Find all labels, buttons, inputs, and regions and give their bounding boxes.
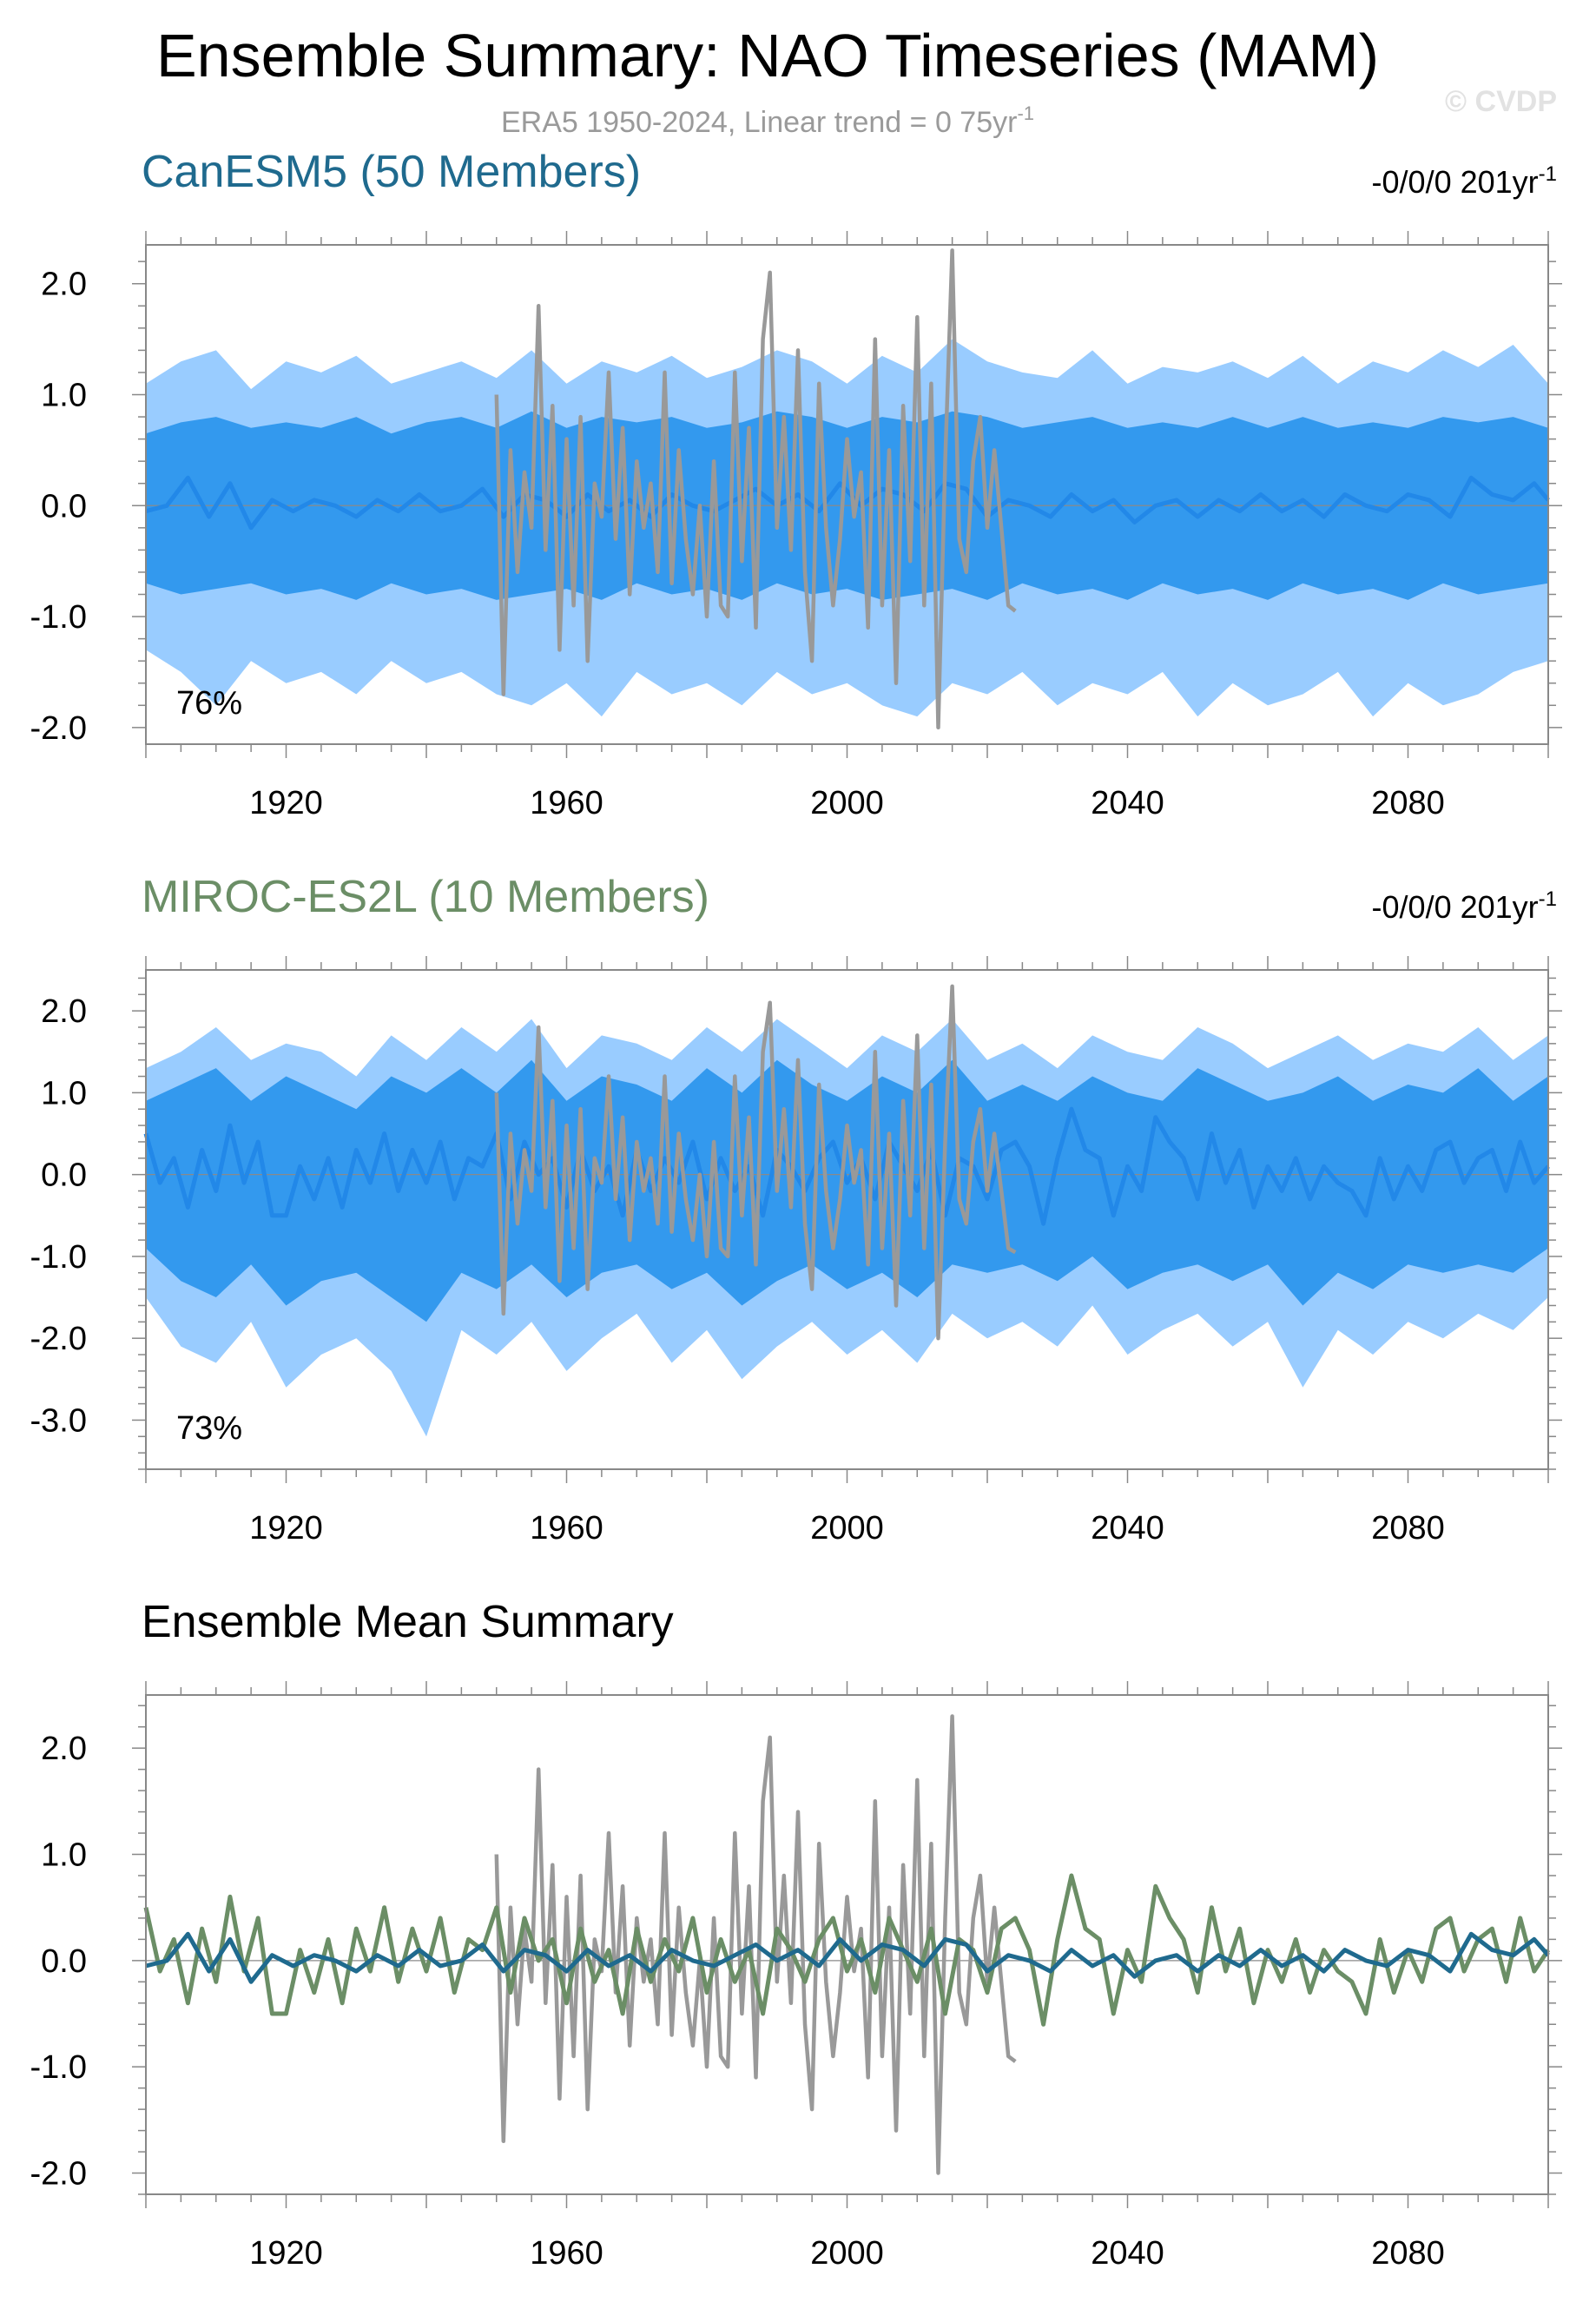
trend-label: -0/0/0 201yr-1	[1372, 887, 1557, 925]
panel-title: Ensemble Mean Summary	[142, 1597, 674, 1647]
series-line-ensemble-mean	[143, 1106, 1550, 1226]
series-line-miroc-es2l	[143, 1873, 1551, 2027]
y-tick-label: -1.0	[30, 599, 87, 636]
y-tick-label: 2.0	[41, 267, 87, 303]
x-tick-label: 1960	[530, 1510, 603, 1547]
figure-title: Ensemble Summary: NAO Timeseries (MAM)	[156, 22, 1379, 89]
panel-title: CanESM5 (50 Members)	[142, 147, 641, 197]
panel-miroc: MIROC-ES2L (10 Members) -0/0/0 201yr-1 1…	[30, 872, 1562, 1547]
watermark: © CVDP	[1445, 85, 1557, 118]
panel-canesm5: CanESM5 (50 Members) -0/0/0 201yr-1 1920…	[30, 147, 1562, 821]
x-tick-label: 1960	[530, 2235, 603, 2272]
percent-label: 73%	[176, 1410, 242, 1447]
y-tick-label: 1.0	[41, 1075, 87, 1111]
x-tick-label: 2000	[810, 2235, 884, 2272]
y-tick-label: -1.0	[30, 2049, 87, 2086]
x-tick-label: 1920	[249, 785, 323, 821]
series-line-era5	[494, 248, 1017, 730]
x-tick-label: 2080	[1371, 785, 1445, 821]
percent-label: 76%	[176, 685, 242, 722]
series-line-era5	[494, 984, 1017, 1341]
trend-label-main: -0/0/0 201yr	[1372, 164, 1539, 200]
y-tick-label: 0.0	[41, 1943, 87, 1980]
y-tick-label: -1.0	[30, 1239, 87, 1276]
x-tick-label: 1920	[249, 1510, 323, 1547]
panel-title: MIROC-ES2L (10 Members)	[142, 872, 709, 922]
trend-label-sup: -1	[1539, 162, 1557, 186]
x-tick-label: 2040	[1091, 1510, 1164, 1547]
y-tick-label: 2.0	[41, 993, 87, 1030]
plot-area: 1920 1960 2000 2040 2080 2.0 1.0 0.0 -1.0 -2.0	[30, 1681, 1562, 2272]
trend-label-sup: -1	[1539, 887, 1557, 911]
y-tick-label: 2.0	[41, 1731, 87, 1767]
plot-area: 1920 1960 2000 2040 2080 2.0 1.0 0.0 -1.0 -2.0 -3.…	[30, 956, 1562, 1547]
y-tick-label: 0.0	[41, 488, 87, 524]
y-tick-label: 0.0	[41, 1158, 87, 1194]
y-tick-label: -2.0	[30, 2156, 87, 2193]
trend-label-main: -0/0/0 201yr	[1372, 889, 1539, 925]
x-tick-label: 2080	[1371, 2235, 1445, 2272]
panel-ensemble-mean: Ensemble Mean Summary 1920 1960 2000 2040 20…	[30, 1597, 1562, 2272]
x-tick-label: 1960	[530, 785, 603, 821]
figure-subtitle: ERA5 1950-2024, Linear trend = 0 75yr-1	[501, 102, 1034, 139]
x-tick-label: 2080	[1371, 1510, 1445, 1547]
y-tick-label: -2.0	[30, 1321, 87, 1357]
y-tick-label: -3.0	[30, 1402, 87, 1439]
y-tick-label: -2.0	[30, 710, 87, 747]
y-tick-label: 1.0	[41, 1837, 87, 1874]
x-tick-label: 2040	[1091, 785, 1164, 821]
plot-area: 1920 1960 2000 2040 2080 2.0 1.0 0.0 -1.0 -2.0	[30, 231, 1562, 821]
x-tick-label: 2000	[810, 785, 884, 821]
x-tick-label: 2000	[810, 1510, 884, 1547]
x-tick-label: 2040	[1091, 2235, 1164, 2272]
series-line-canesm5	[145, 1931, 1550, 1984]
x-tick-label: 1920	[249, 2235, 323, 2272]
figure-subtitle-sup: -1	[1017, 102, 1034, 124]
figure-subtitle-main: ERA5 1950-2024, Linear trend = 0 75yr	[501, 106, 1017, 139]
trend-label: -0/0/0 201yr-1	[1372, 162, 1557, 200]
y-tick-label: 1.0	[41, 378, 87, 414]
